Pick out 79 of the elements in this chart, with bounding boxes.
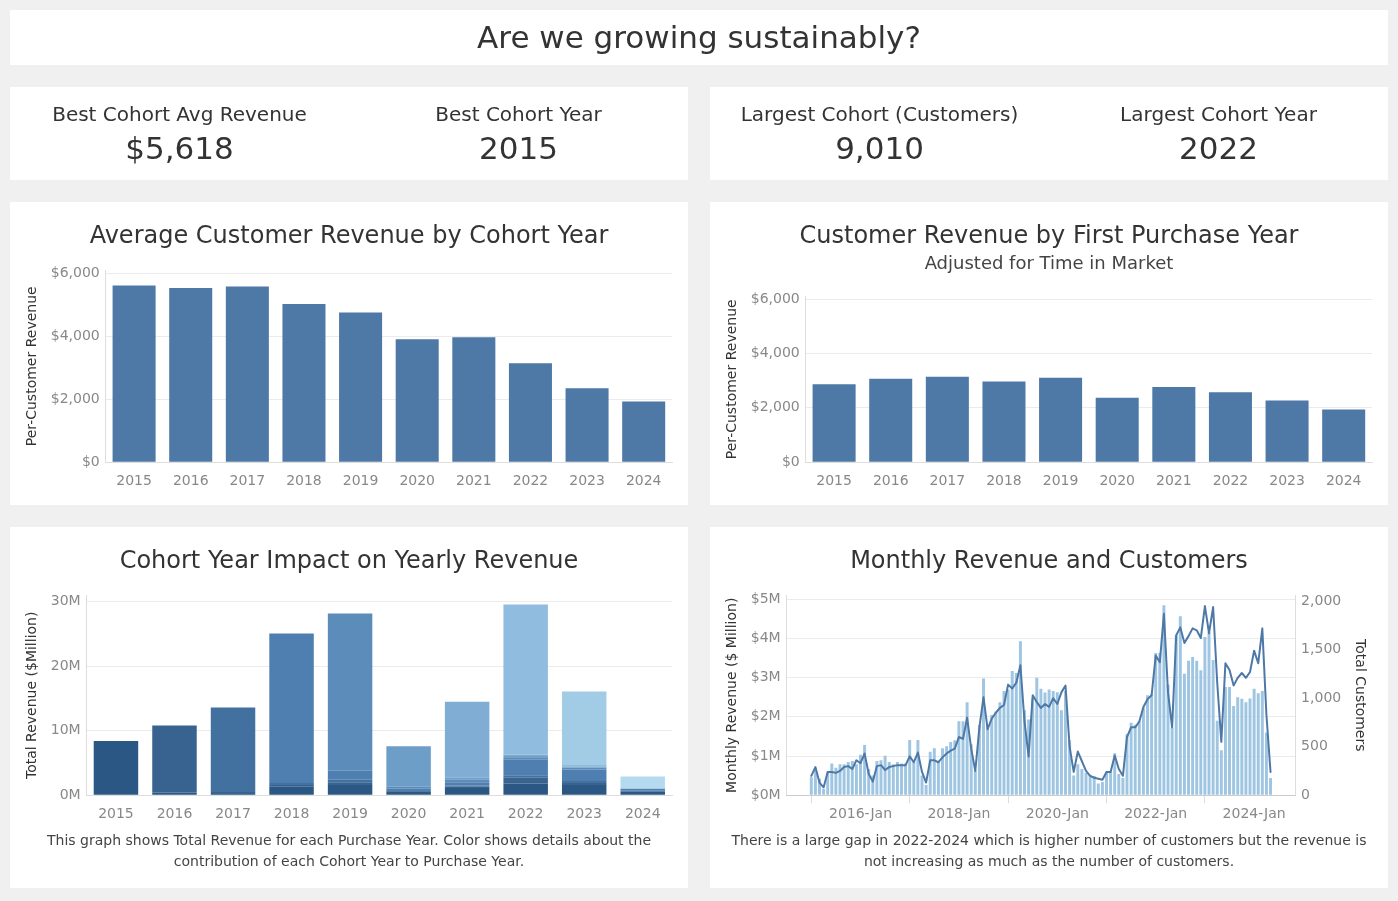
x-tick-label: 2023 xyxy=(569,472,605,489)
y-axis-title: Total Revenue ($Million) xyxy=(23,611,40,781)
y-tick-label: 0M xyxy=(59,785,81,802)
text: 2015 xyxy=(478,128,559,168)
text: Largest Cohort Year xyxy=(1119,100,1318,128)
x-tick-label: 2015 xyxy=(116,472,152,489)
x-tick-label: 2017 xyxy=(929,472,966,489)
x-tick-label: 2016 xyxy=(156,805,193,822)
x-tick-label: 2020-Jan xyxy=(1025,805,1089,822)
x-tick-label: 2021 xyxy=(449,805,485,822)
chart-title: Customer Revenue by First Purchase Year xyxy=(798,220,1300,250)
y-tick-label: $2,000 xyxy=(50,389,100,406)
y-tick-label: $3M xyxy=(750,668,781,685)
y-tick-label: $4,000 xyxy=(750,344,800,361)
y2-tick-label: 1,500 xyxy=(1301,640,1342,657)
y-tick-label: 30M xyxy=(50,592,81,609)
text: Are we growing sustainably? xyxy=(10,10,1388,65)
text: This graph shows Total Revenue for each Purchase Year. Color shows details about the contribution of each Cohort Year to Purchase Year. xyxy=(46,831,652,871)
x-tick-label: 2023 xyxy=(1269,472,1305,489)
x-tick-label: 2024 xyxy=(625,472,662,489)
text: 9,010 xyxy=(834,128,925,168)
x-tick-label: 2021 xyxy=(1156,472,1192,489)
y2-tick-label: 2,000 xyxy=(1301,591,1342,608)
y2-axis-title: Total Customers xyxy=(1352,638,1369,752)
x-tick-label: 2019 xyxy=(332,805,368,822)
text: There is a large gap in 2022-2024 which is higher number of customers but the revenue is not increasing as much as the number of customers. xyxy=(730,831,1368,871)
text: Best Cohort Avg Revenue xyxy=(51,100,308,128)
text: Largest Cohort (Customers) xyxy=(739,100,1020,128)
text: Best Cohort Year xyxy=(434,100,603,128)
text: 2022 xyxy=(1178,128,1259,168)
x-tick-label: 2024-Jan xyxy=(1222,805,1286,822)
y-axis-title: Per-Customer Revenue xyxy=(723,299,740,460)
x-tick-label: 2021 xyxy=(456,472,492,489)
x-tick-label: 2016 xyxy=(872,472,909,489)
x-tick-label: 2018 xyxy=(986,472,1022,489)
chart-title: Cohort Year Impact on Yearly Revenue xyxy=(118,545,580,575)
x-tick-label: 2024 xyxy=(624,805,661,822)
y-tick-label: $5M xyxy=(750,589,781,606)
text: $5,618 xyxy=(124,128,235,168)
x-tick-label: 2019 xyxy=(1042,472,1079,489)
y-tick-label: $0 xyxy=(81,452,100,469)
y-tick-label: $4M xyxy=(750,629,781,646)
x-tick-label: 2023 xyxy=(566,805,603,822)
y-tick-label: $2,000 xyxy=(750,398,800,415)
y-tick-label: $6,000 xyxy=(50,264,100,281)
x-tick-label: 2019 xyxy=(342,472,379,489)
x-tick-label: 2022 xyxy=(507,805,544,822)
y-tick-label: $2M xyxy=(750,707,781,724)
y-tick-label: $4,000 xyxy=(50,327,100,344)
x-tick-label: 2017 xyxy=(229,472,266,489)
x-tick-label: 2018 xyxy=(286,472,322,489)
x-tick-label: 2022 xyxy=(1212,472,1249,489)
x-tick-label: 2022 xyxy=(512,472,549,489)
x-tick-label: 2020 xyxy=(390,805,427,822)
y2-tick-label: 500 xyxy=(1301,737,1328,754)
chart-title: Monthly Revenue and Customers xyxy=(849,545,1249,575)
y-tick-label: $1M xyxy=(750,746,781,763)
x-tick-label: 2015 xyxy=(816,472,852,489)
y-tick-label: $6,000 xyxy=(750,289,800,306)
y-tick-label: 10M xyxy=(50,721,81,738)
y-axis-title: Monthly Revenue ($ Million) xyxy=(723,597,740,793)
y-tick-label: $0M xyxy=(750,785,781,802)
chart-subtitle: Adjusted for Time in Market xyxy=(923,251,1175,275)
y2-tick-label: 0 xyxy=(1301,785,1311,802)
x-tick-label: 2018-Jan xyxy=(927,805,991,822)
x-tick-label: 2016 xyxy=(172,472,209,489)
y-axis-title: Per-Customer Revenue xyxy=(23,286,40,447)
x-tick-label: 2015 xyxy=(98,805,134,822)
x-tick-label: 2018 xyxy=(273,805,310,822)
y-tick-label: $0 xyxy=(781,452,800,469)
x-tick-label: 2017 xyxy=(215,805,251,822)
x-tick-label: 2020 xyxy=(399,472,436,489)
x-tick-label: 2020 xyxy=(1099,472,1136,489)
x-tick-label: 2016-Jan xyxy=(828,805,893,822)
y2-tick-label: 1,000 xyxy=(1301,688,1342,705)
y-tick-label: 20M xyxy=(50,656,81,673)
chart-title: Average Customer Revenue by Cohort Year xyxy=(88,220,610,250)
x-tick-label: 2022-Jan xyxy=(1124,805,1188,822)
x-tick-label: 2024 xyxy=(1325,472,1362,489)
